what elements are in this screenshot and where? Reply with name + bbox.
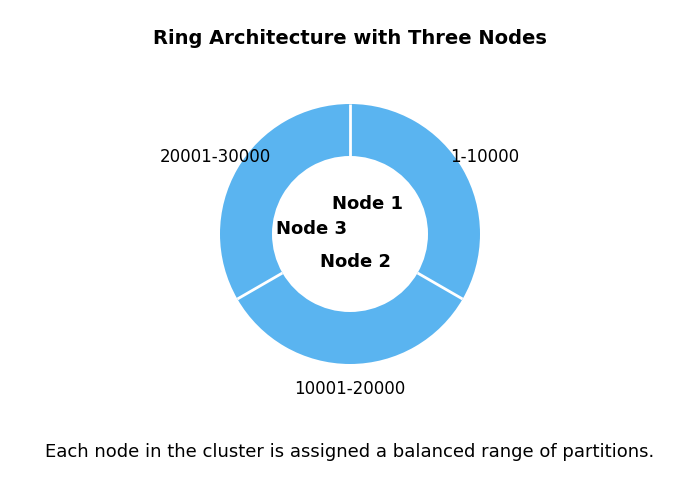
Text: Node 2: Node 2 — [319, 253, 391, 271]
Text: Ring Architecture with Three Nodes: Ring Architecture with Three Nodes — [153, 29, 547, 48]
Wedge shape — [350, 104, 480, 299]
Text: Each node in the cluster is assigned a balanced range of partitions.: Each node in the cluster is assigned a b… — [46, 443, 655, 461]
Text: 10001-20000: 10001-20000 — [295, 380, 405, 398]
Text: 20001-30000: 20001-30000 — [160, 148, 272, 165]
Wedge shape — [237, 273, 463, 364]
Text: Node 3: Node 3 — [276, 220, 347, 238]
Text: 1-10000: 1-10000 — [449, 148, 519, 165]
Wedge shape — [220, 104, 350, 299]
Text: Node 1: Node 1 — [332, 195, 403, 213]
